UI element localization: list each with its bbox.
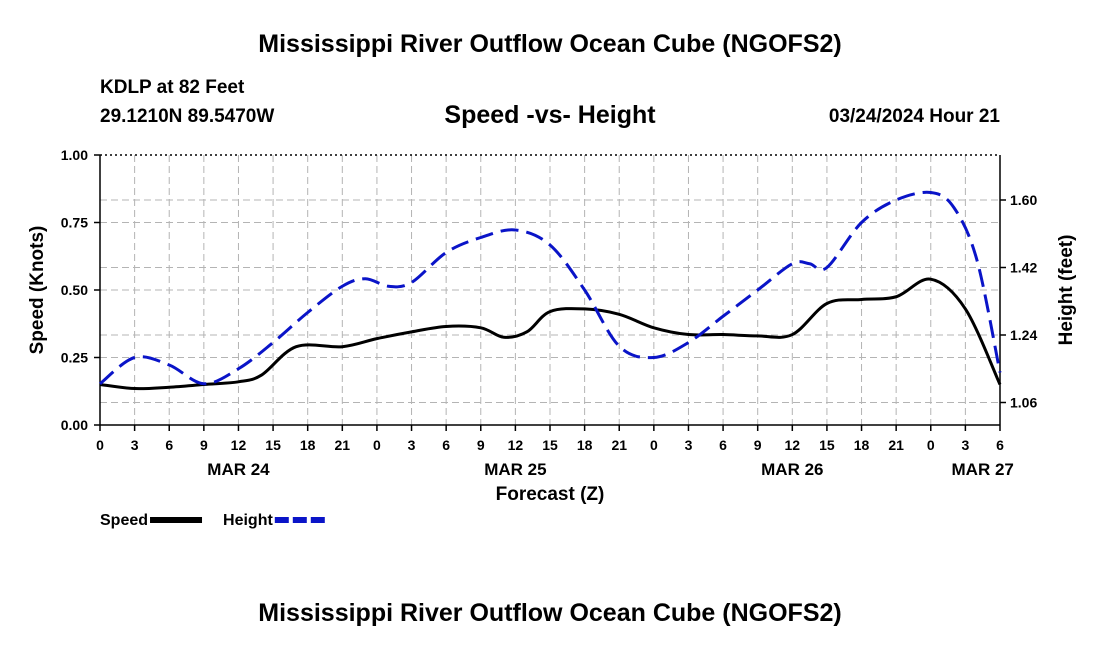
x-tick-label: 21	[335, 437, 351, 453]
x-tick-label: 18	[300, 437, 316, 453]
x-tick-label: 12	[231, 437, 247, 453]
x-tick-label: 3	[961, 437, 969, 453]
date-label: MAR 27	[952, 460, 1014, 479]
series-line-speed	[99, 277, 1002, 391]
date-label: MAR 25	[484, 460, 546, 479]
x-tick-label: 21	[888, 437, 904, 453]
x-tick-label: 9	[477, 437, 485, 453]
x-tick-label: 0	[373, 437, 381, 453]
x-tick-label: 0	[650, 437, 658, 453]
station-label: KDLP at 82 Feet	[100, 77, 245, 98]
date-label: MAR 26	[761, 460, 823, 479]
y2-tick-label: 1.06	[1010, 395, 1037, 411]
y-axis-label: Speed (Knots)	[27, 226, 48, 355]
y2-tick-label: 1.60	[1010, 192, 1037, 208]
x-tick-label: 3	[131, 437, 139, 453]
chart-subtitle: Speed -vs- Height	[444, 101, 656, 129]
x-tick-label: 0	[96, 437, 104, 453]
x-tick-label: 12	[508, 437, 524, 453]
x-tick-label: 6	[996, 437, 1004, 453]
location-coordinates: 29.1210N 89.5470W	[100, 106, 275, 127]
y-tick-label: 1.00	[61, 147, 88, 163]
y2-axis-label: Height (feet)	[1056, 235, 1077, 346]
x-tick-label: 15	[542, 437, 558, 453]
main-title: Mississippi River Outflow Ocean Cube (NG…	[258, 30, 842, 58]
x-tick-label: 15	[265, 437, 281, 453]
x-tick-label: 9	[754, 437, 762, 453]
date-label: MAR 24	[207, 460, 270, 479]
x-tick-label: 6	[442, 437, 450, 453]
x-tick-label: 3	[408, 437, 416, 453]
x-tick-label: 6	[165, 437, 173, 453]
x-tick-label: 6	[719, 437, 727, 453]
x-tick-label: 12	[785, 437, 801, 453]
y-tick-label: 0.75	[61, 215, 88, 231]
y2-tick-label: 1.24	[1010, 327, 1037, 343]
x-tick-label: 9	[200, 437, 208, 453]
x-tick-label: 0	[927, 437, 935, 453]
x-tick-label: 18	[577, 437, 593, 453]
footer-title: Mississippi River Outflow Ocean Cube (NG…	[258, 599, 842, 627]
x-tick-label: 21	[611, 437, 627, 453]
y-tick-label: 0.25	[61, 350, 88, 366]
x-tick-label: 18	[854, 437, 870, 453]
y-tick-label: 0.50	[61, 282, 88, 298]
x-tick-label: 15	[819, 437, 835, 453]
y-tick-label: 0.00	[61, 417, 88, 433]
series-line-height	[99, 190, 1002, 386]
x-axis-label: Forecast (Z)	[496, 484, 605, 505]
forecast-timestamp: 03/24/2024 Hour 21	[828, 106, 1000, 127]
x-tick-label: 3	[685, 437, 693, 453]
y2-tick-label: 1.42	[1010, 260, 1037, 276]
legend-label-speed: Speed	[100, 512, 148, 529]
legend-label-height: Height	[223, 512, 273, 529]
